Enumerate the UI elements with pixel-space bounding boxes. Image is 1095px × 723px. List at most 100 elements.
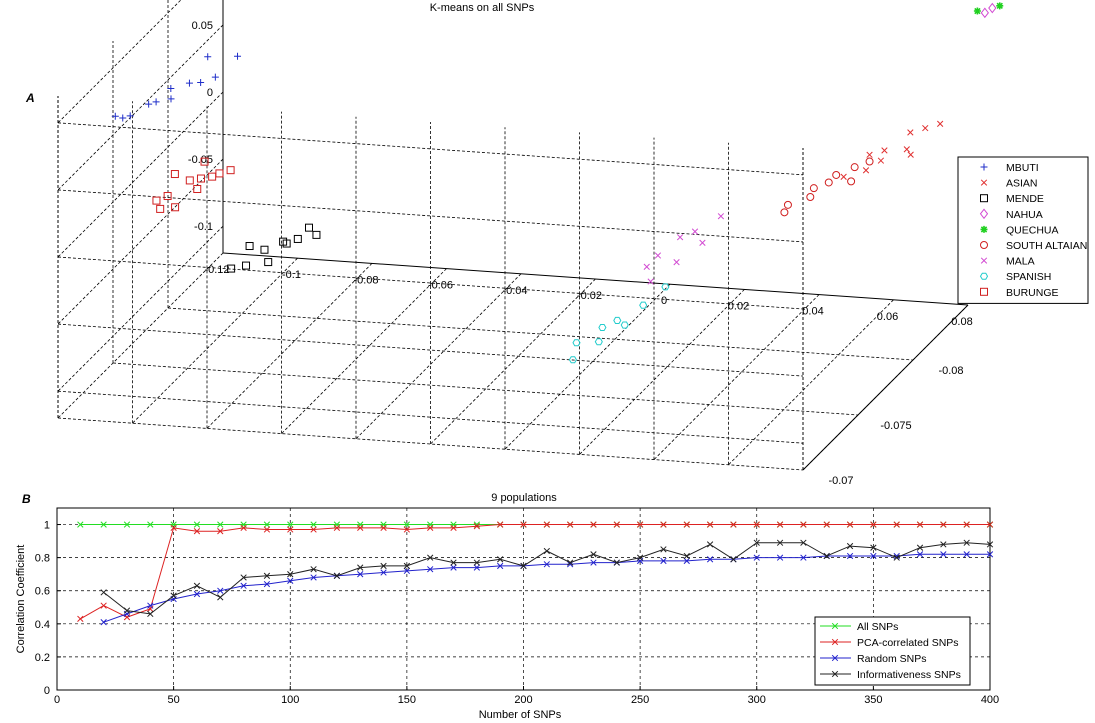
series-marker (170, 524, 177, 532)
x-tick-label: 0.02 (728, 300, 749, 312)
data-point (988, 2, 997, 14)
data-point (717, 213, 725, 220)
x-tick-label: 0.04 (802, 306, 823, 318)
x-axis-line (222, 252, 969, 306)
series-marker (357, 524, 364, 532)
grid-line (57, 252, 224, 419)
data-point (293, 234, 302, 243)
data-point (922, 124, 929, 132)
data-point (647, 278, 654, 285)
data-point (654, 252, 662, 259)
series-marker (613, 521, 620, 528)
series-marker (497, 556, 504, 563)
series-marker (963, 551, 970, 558)
data-point (996, 2, 1004, 10)
series-marker (706, 556, 714, 563)
series-marker (543, 547, 550, 555)
series-marker (706, 521, 714, 528)
panel-a-legend[interactable]: MBUTI ASIAN MENDE NAHUA QUECHUA SOUTH ALTAIAN… (957, 156, 1089, 304)
x-tick-label: -0.04 (502, 285, 527, 297)
data-point (806, 192, 815, 201)
data-point (227, 264, 236, 273)
series-marker (147, 610, 154, 618)
data-point (568, 356, 577, 364)
series-marker (776, 539, 784, 546)
series-marker (893, 521, 900, 528)
x-tick-label: 250 (631, 694, 649, 706)
data-point (907, 151, 914, 158)
series-marker (263, 572, 271, 579)
y-tick-label: -0.075 (880, 420, 911, 432)
data-point (699, 239, 706, 246)
legend-label: MALA (1006, 256, 1035, 268)
legend-label: QUECHUA (1006, 224, 1059, 236)
series-marker (636, 521, 644, 528)
data-point (862, 167, 870, 174)
data-point (208, 172, 217, 181)
data-point (156, 204, 165, 213)
series-marker (846, 521, 854, 528)
series-marker (123, 521, 131, 528)
x-tick-label: 50 (168, 694, 180, 706)
series-marker (730, 556, 737, 563)
series-marker (730, 521, 737, 528)
series-marker (310, 566, 317, 573)
legend-marker (980, 241, 988, 249)
series-marker (636, 554, 644, 561)
panel-b-legend[interactable]: All SNPs PCA-correlated SNPs Random SNPs In… (814, 616, 971, 686)
series-marker (193, 590, 201, 598)
series-marker (893, 554, 900, 561)
legend-label: MENDE (1006, 193, 1044, 205)
series-marker (263, 526, 271, 533)
data-point (661, 283, 670, 291)
series-marker (986, 541, 994, 548)
y-tick-label: 0.6 (35, 586, 50, 598)
data-point (824, 178, 833, 187)
x-tick-label: 350 (864, 694, 882, 706)
data-point (152, 196, 161, 205)
series-marker (357, 571, 364, 578)
series-marker (683, 557, 690, 565)
series-marker (940, 551, 947, 558)
data-point (865, 157, 874, 166)
data-point (197, 79, 205, 87)
z-tick-label: 0 (207, 87, 213, 99)
series-marker (170, 592, 177, 599)
data-point (193, 185, 202, 193)
legend-label: MBUTI (1006, 162, 1039, 174)
grid-line (504, 283, 671, 450)
legend-label: NAHUA (1006, 209, 1043, 221)
grid-line (579, 289, 745, 455)
series-marker (497, 562, 504, 570)
data-point (643, 263, 650, 270)
series-marker (310, 521, 317, 528)
series-marker (450, 564, 457, 571)
grid-line (355, 273, 522, 440)
legend-label: All SNPs (857, 621, 898, 633)
data-point (572, 339, 581, 347)
data-point (312, 230, 321, 239)
y-tick-label: 0.4 (35, 619, 50, 631)
data-point (903, 146, 910, 153)
series-marker (473, 559, 481, 566)
series-marker (77, 615, 84, 623)
y-axis-line (802, 304, 969, 471)
legend-label: SOUTH ALTAIAN (1006, 240, 1087, 252)
x-tick-label: -0.12 (204, 264, 229, 276)
data-point (847, 177, 856, 186)
series-marker (870, 544, 877, 551)
grid-line (112, 362, 859, 416)
series-marker (403, 521, 411, 528)
series-marker (100, 602, 107, 609)
data-point (866, 151, 873, 158)
series-marker (543, 521, 550, 528)
data-point (245, 242, 254, 251)
legend-marker (831, 638, 839, 646)
series-marker (520, 521, 527, 528)
data-point (691, 228, 699, 235)
data-point (234, 52, 242, 60)
series-marker (217, 594, 224, 601)
x-tick-label: 0 (54, 694, 60, 706)
series-marker (753, 554, 760, 561)
series-marker (986, 521, 994, 528)
